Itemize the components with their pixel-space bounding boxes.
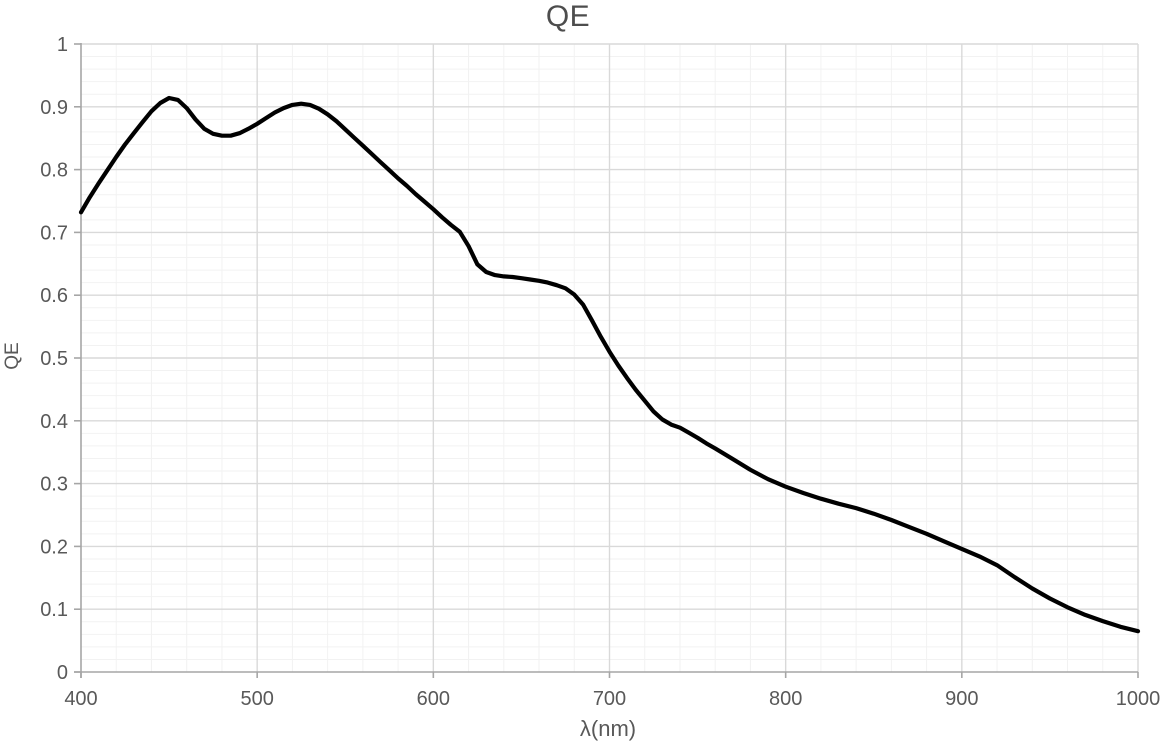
y-tick-label: 0 bbox=[57, 662, 68, 684]
y-tick-label: 0.4 bbox=[40, 411, 68, 433]
y-tick-label: 0.7 bbox=[40, 222, 68, 244]
x-tick-label: 400 bbox=[64, 688, 97, 710]
y-axis-title: QE bbox=[2, 342, 23, 370]
y-tick-label: 0.6 bbox=[40, 285, 68, 307]
chart-title: QE bbox=[545, 0, 591, 33]
x-tick-label: 700 bbox=[593, 688, 626, 710]
x-tick-label: 600 bbox=[417, 688, 450, 710]
y-tick-label: 0.9 bbox=[40, 97, 68, 119]
y-tick-label: 0.8 bbox=[40, 160, 68, 182]
y-tick-label: 0.3 bbox=[40, 474, 68, 496]
y-tick-label: 1 bbox=[57, 34, 68, 56]
y-tick-label: 0.2 bbox=[40, 536, 68, 558]
y-tick-label: 0.5 bbox=[40, 348, 68, 370]
qe-curve bbox=[78, 95, 1141, 634]
x-tick-label: 900 bbox=[945, 688, 978, 710]
x-axis-title: λ(nm) bbox=[579, 716, 637, 741]
y-tick-label: 0.1 bbox=[40, 599, 68, 621]
x-tick-label: 800 bbox=[769, 688, 802, 710]
x-tick-label: 1000 bbox=[1116, 688, 1161, 710]
x-tick-label: 500 bbox=[240, 688, 273, 710]
